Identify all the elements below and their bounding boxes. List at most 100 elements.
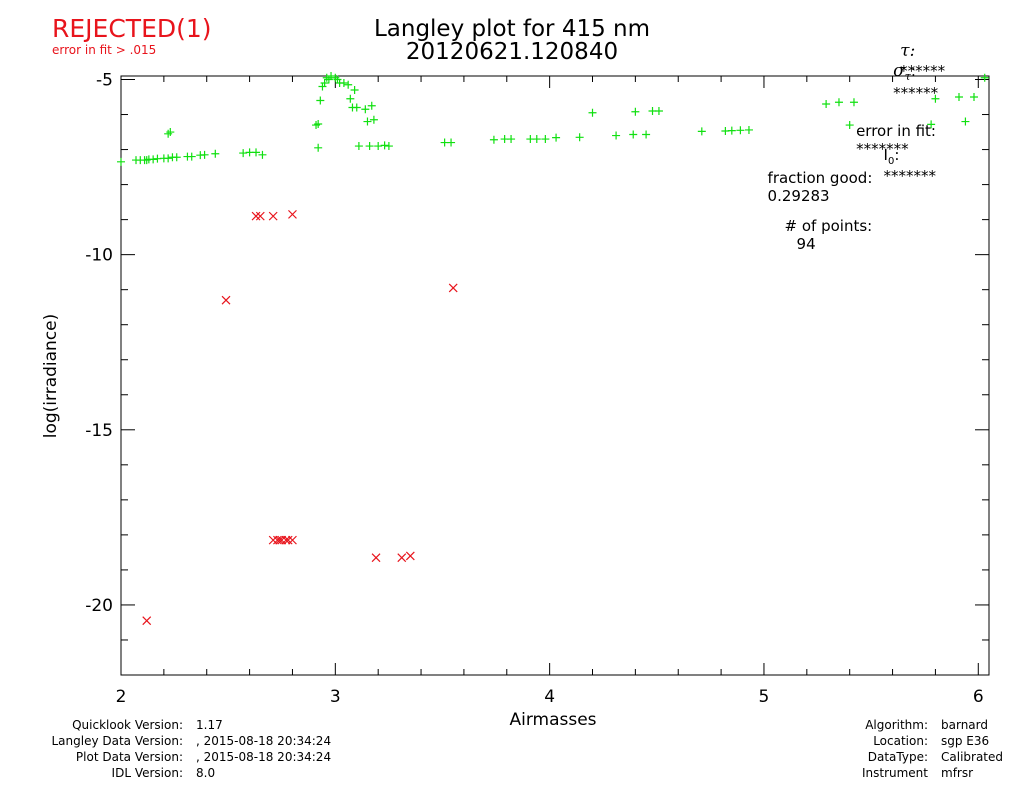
good-point [354, 142, 363, 151]
sigma-label: σ [893, 61, 905, 81]
good-point [346, 94, 355, 103]
points-count-label: # of points: [784, 217, 873, 235]
good-point [654, 107, 663, 116]
good-point [834, 98, 843, 107]
status-reason: error in fit > .015 [52, 43, 157, 57]
sigma-subscript: τ [904, 70, 911, 84]
data-marks [117, 72, 989, 626]
footer-left-value: 1.17 [196, 718, 223, 732]
footer-right-value: sgp E36 [941, 734, 990, 748]
footer-right-value: barnard [941, 718, 988, 732]
good-point [969, 93, 978, 102]
y-tick-labels: -20 -15 -10 -5 [85, 71, 113, 616]
good-point [324, 75, 333, 84]
good-point [361, 105, 370, 114]
rejected-point [371, 553, 381, 563]
rejected-point [288, 209, 297, 219]
fraction-good-readout: fraction good: 0.29283 [758, 151, 873, 205]
good-point [849, 98, 858, 107]
good-point [822, 100, 831, 109]
x-tick-label: 6 [973, 687, 984, 707]
good-point [447, 138, 456, 147]
good-point [927, 120, 936, 129]
footer-left-value: 8.0 [196, 766, 216, 780]
good-point [258, 150, 267, 159]
good-point [166, 128, 175, 137]
good-point [845, 121, 854, 130]
points-count-readout: # of points: 94 [775, 199, 873, 253]
x-axis-label: Airmasses [509, 710, 596, 730]
status-label: REJECTED(1) [52, 14, 212, 43]
good-point [931, 94, 940, 103]
i0-subscript: 0 [887, 156, 895, 167]
footer-right-value: Calibrated [941, 750, 1004, 764]
good-point [961, 117, 970, 126]
rejected-point [405, 551, 415, 561]
good-point [339, 79, 348, 88]
x-tick-label: 3 [330, 687, 341, 707]
fit-error-value: ******* [856, 140, 909, 158]
i0-readout: I0: ******* [883, 146, 937, 185]
good-point [541, 135, 550, 144]
good-point [164, 154, 173, 163]
good-point [736, 126, 745, 135]
good-point [149, 155, 158, 164]
good-point [365, 142, 374, 151]
good-point [331, 73, 340, 82]
good-point [552, 133, 561, 142]
footer-right-value: mfrsr [941, 766, 974, 780]
good-point [314, 143, 323, 152]
y-tick-label: -15 [85, 421, 113, 441]
good-point [980, 73, 989, 82]
good-point [312, 121, 321, 130]
rejected-point [277, 535, 287, 545]
sigma-readout: στ: ****** [893, 61, 939, 103]
good-point [252, 148, 261, 157]
rejected-point [281, 535, 291, 545]
good-point [612, 131, 621, 140]
x-tick-label: 5 [759, 687, 770, 707]
good-point [575, 133, 584, 142]
fraction-good-label: fraction good: [767, 169, 873, 187]
good-point [200, 150, 209, 159]
footer-right-label: Instrument [861, 766, 928, 780]
good-point [327, 72, 336, 80]
footer-left-value: , 2015-08-18 20:34:24 [196, 734, 332, 748]
rejected-point [397, 553, 407, 563]
good-point [532, 135, 541, 144]
good-point [318, 82, 327, 91]
good-point [322, 73, 331, 82]
rejected-point [275, 535, 285, 545]
rejected-point [448, 283, 458, 293]
rejected-point [268, 535, 278, 545]
sigma-value: ****** [893, 84, 939, 103]
rejected-point [283, 535, 293, 545]
good-point [642, 130, 651, 139]
good-point [117, 157, 125, 166]
footer-right-label: Location: [873, 734, 928, 748]
footer-left-value: , 2015-08-18 20:34:24 [196, 750, 332, 764]
fraction-good-value: 0.29283 [767, 187, 830, 205]
good-point [369, 115, 378, 124]
rejected-point [142, 616, 152, 626]
good-point [374, 142, 383, 151]
points-count-value: 94 [796, 235, 816, 253]
good-point [352, 103, 361, 112]
good-point [333, 75, 342, 84]
good-point [588, 108, 597, 117]
rejected-point [288, 535, 297, 545]
good-point [954, 93, 963, 102]
y-tick-label: -5 [96, 71, 113, 91]
rejected-point [221, 295, 231, 305]
rejected-point [255, 211, 265, 221]
tau-label: τ: [900, 41, 916, 61]
fit-error-readout: error in fit: ******* [847, 104, 936, 158]
good-point [344, 80, 353, 89]
rejected-point [268, 211, 278, 221]
plot-frame [120, 75, 990, 676]
footer-right-label: DataType: [867, 750, 928, 764]
good-point [142, 156, 151, 165]
good-point [507, 135, 516, 144]
footer-left-label: Quicklook Version: [72, 718, 183, 732]
x-tick-label: 4 [544, 687, 555, 707]
